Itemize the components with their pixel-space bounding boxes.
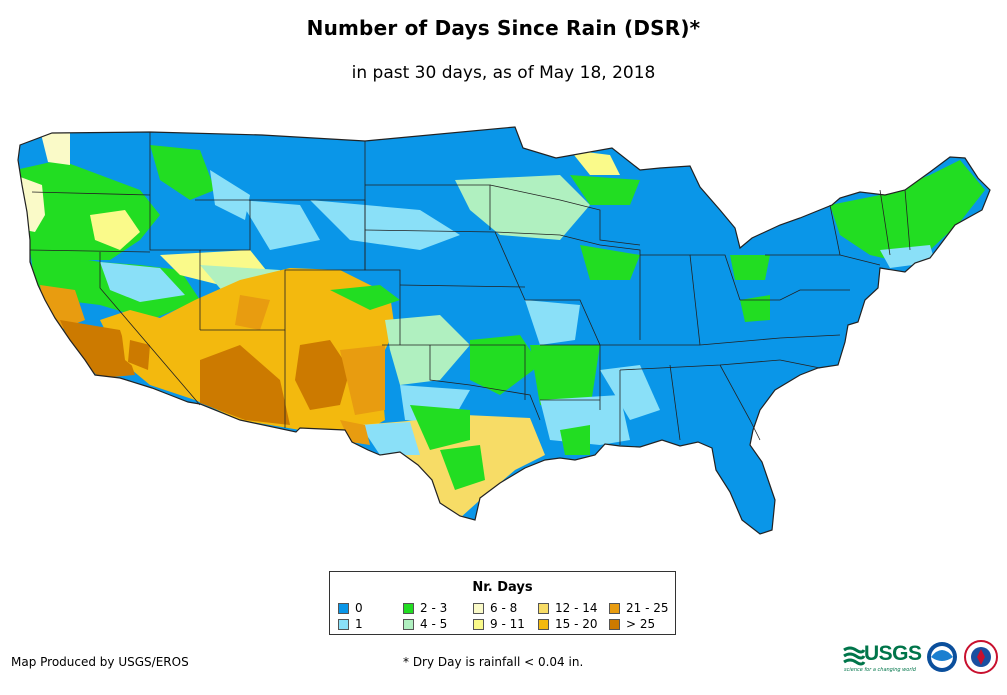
- legend-item: > 25: [609, 617, 655, 631]
- legend-label: 2 - 3: [420, 601, 448, 615]
- legend-swatch: [609, 603, 620, 614]
- legend-swatch: [403, 603, 414, 614]
- usgs-tagline: science for a changing world: [844, 667, 916, 673]
- legend-label: > 25: [626, 617, 656, 631]
- legend-title: Nr. Days: [472, 580, 533, 595]
- legend-swatch: [338, 603, 349, 614]
- usgs-logo: USGS: [864, 642, 922, 665]
- legend-item: 0: [338, 601, 363, 615]
- legend-swatch: [473, 619, 484, 630]
- legend-label: 6 - 8: [490, 601, 518, 615]
- legend-swatch: [403, 619, 414, 630]
- legend-item: 15 - 20: [538, 617, 598, 631]
- legend-item: 21 - 25: [609, 601, 669, 615]
- legend-label: 9 - 11: [490, 617, 525, 631]
- legend-swatch: [538, 619, 549, 630]
- legend-item: 1: [338, 617, 363, 631]
- legend-swatch: [473, 603, 484, 614]
- dsr-zones: [18, 127, 990, 534]
- legend-swatch: [609, 619, 620, 630]
- legend-item: 6 - 8: [473, 601, 517, 615]
- agency-logos: USGS science for a changing world: [842, 638, 1002, 678]
- map-subtitle: in past 30 days, as of May 18, 2018: [351, 63, 656, 83]
- legend-swatch: [538, 603, 549, 614]
- legend-label: 15 - 20: [555, 617, 598, 631]
- state-boundaries: [17, 126, 991, 535]
- legend-swatch: [338, 619, 349, 630]
- nws-logo-icon: [964, 640, 998, 674]
- legend: Nr. Days 0 1 2 - 3 4 - 5 6 - 8 9 - 11 12 - 14 1…: [329, 571, 676, 635]
- noaa-logo-icon: [927, 642, 957, 672]
- legend-item: 9 - 11: [473, 617, 525, 631]
- legend-label: 0: [355, 601, 363, 615]
- legend-item: 2 - 3: [403, 601, 447, 615]
- legend-label: 1: [355, 617, 363, 631]
- dry-day-note: * Dry Day is rainfall < 0.04 in.: [403, 655, 584, 669]
- producer-credit: Map Produced by USGS/EROS: [11, 655, 189, 669]
- legend-label: 4 - 5: [420, 617, 448, 631]
- usgs-wave-icon: [843, 646, 866, 666]
- legend-item: 4 - 5: [403, 617, 447, 631]
- map-title: Number of Days Since Rain (DSR)*: [306, 16, 701, 40]
- legend-label: 12 - 14: [555, 601, 598, 615]
- legend-label: 21 - 25: [626, 601, 669, 615]
- legend-item: 12 - 14: [538, 601, 598, 615]
